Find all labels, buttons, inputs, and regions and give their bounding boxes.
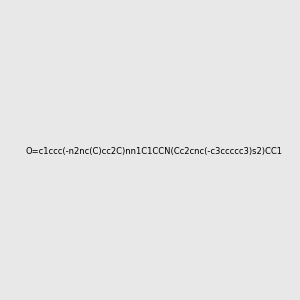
Text: O=c1ccc(-n2nc(C)cc2C)nn1C1CCN(Cc2cnc(-c3ccccc3)s2)CC1: O=c1ccc(-n2nc(C)cc2C)nn1C1CCN(Cc2cnc(-c3… [25, 147, 282, 156]
